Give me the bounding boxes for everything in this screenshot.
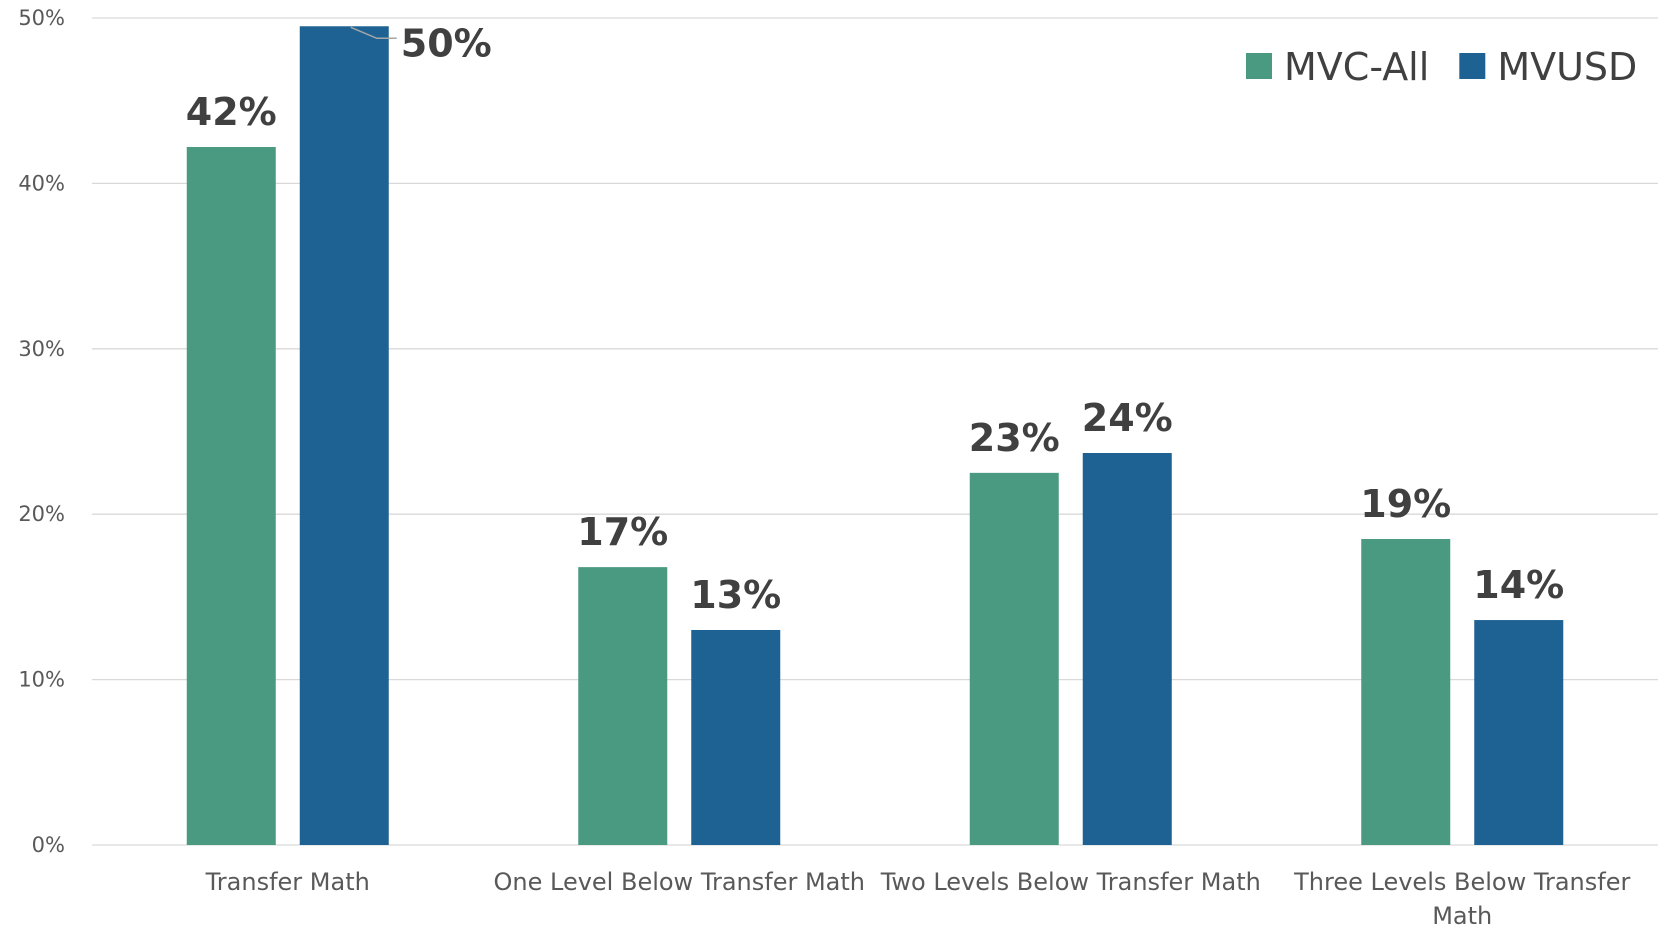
legend-swatch — [1459, 53, 1486, 79]
data-label: 23% — [969, 416, 1060, 460]
bar-mvusd — [1474, 620, 1564, 845]
legend: MVC-All MVUSD — [1246, 45, 1637, 89]
x-category-label: Transfer Math — [205, 868, 370, 896]
legend-label: MVC-All — [1284, 45, 1429, 89]
y-tick-label: 40% — [18, 171, 65, 195]
y-axis-ticks: 0% 10% 20% 30% 40% 50% — [18, 6, 65, 857]
data-label: 50% — [401, 21, 492, 65]
x-category-label: Two Levels Below Transfer Math — [880, 868, 1261, 896]
legend-swatch — [1246, 53, 1272, 79]
y-tick-label: 0% — [32, 833, 65, 857]
x-category-label: One Level Below Transfer Math — [494, 868, 865, 896]
y-tick-label: 30% — [18, 337, 65, 361]
x-category-label: Math — [1432, 902, 1492, 929]
data-label: 19% — [1360, 482, 1451, 526]
bar-mvc-all — [186, 147, 276, 846]
data-label: 13% — [690, 573, 781, 617]
data-label: 42% — [186, 90, 277, 134]
data-label: 24% — [1082, 396, 1173, 440]
data-label: 17% — [577, 510, 668, 554]
bar-mvc-all — [969, 472, 1059, 845]
data-labels: 42% 50% 17% 13% 23% 24% 19% 14% — [186, 21, 1564, 617]
x-category-label: Three Levels Below Transfer — [1293, 868, 1630, 896]
data-label: 14% — [1473, 563, 1564, 607]
bars — [186, 26, 1564, 846]
data-label-leader — [350, 26, 397, 40]
y-tick-label: 10% — [18, 668, 65, 692]
bar-mvusd — [299, 26, 389, 845]
legend-label: MVUSD — [1497, 45, 1637, 89]
x-axis-categories: Transfer Math One Level Below Transfer Ma… — [205, 868, 1631, 929]
bar-mvc-all — [578, 567, 668, 845]
y-tick-label: 50% — [18, 6, 65, 30]
bar-mvusd — [1082, 453, 1172, 845]
bar-mvusd — [691, 629, 781, 845]
y-tick-label: 20% — [18, 502, 65, 526]
bar-mvc-all — [1361, 539, 1451, 845]
